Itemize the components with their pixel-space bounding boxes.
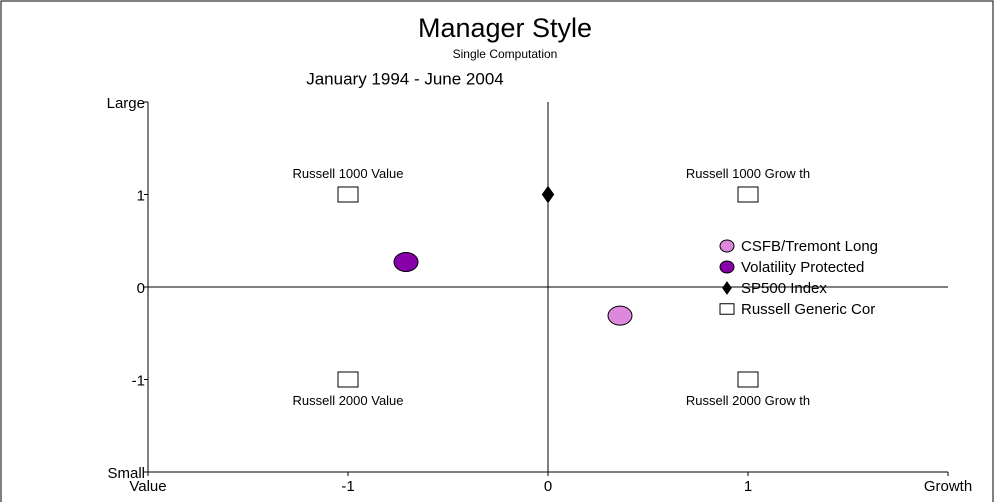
marker — [607, 305, 633, 326]
x-tick-label: -1 — [341, 478, 354, 495]
point-label: Russell 2000 Grow th — [686, 393, 810, 408]
marker — [719, 239, 735, 253]
marker — [541, 185, 555, 204]
marker — [719, 260, 735, 274]
marker — [719, 303, 735, 315]
chart-title: Manager Style — [418, 13, 592, 43]
x-tick-label: 0 — [544, 478, 552, 495]
y-tick-label: 1 — [137, 187, 145, 204]
marker — [337, 186, 359, 203]
y-tick-label: Small — [107, 465, 145, 482]
x-tick-label: Value — [129, 478, 166, 495]
period: January 1994 - June 2004 — [306, 69, 504, 88]
legend-label: CSFB/Tremont Long — [741, 238, 878, 255]
chart-subtitle: Single Computation — [453, 47, 558, 61]
marker — [722, 281, 732, 295]
y-tick-label: Large — [107, 95, 145, 112]
marker — [737, 371, 759, 388]
point-label: Russell 2000 Value — [292, 393, 403, 408]
legend-label: Russell Generic Cor — [741, 301, 875, 318]
y-tick-label: -1 — [132, 372, 145, 389]
marker — [737, 186, 759, 203]
marker — [337, 371, 359, 388]
point-label: Russell 1000 Grow th — [686, 166, 810, 181]
legend-label: SP500 Index — [741, 280, 827, 297]
marker — [393, 252, 419, 273]
point-label: Russell 1000 Value — [292, 166, 403, 181]
legend-label: Volatility Protected — [741, 259, 864, 276]
y-tick-label: 0 — [137, 280, 145, 297]
x-tick-label: 1 — [744, 478, 752, 495]
x-tick-label: Growth — [924, 478, 972, 495]
